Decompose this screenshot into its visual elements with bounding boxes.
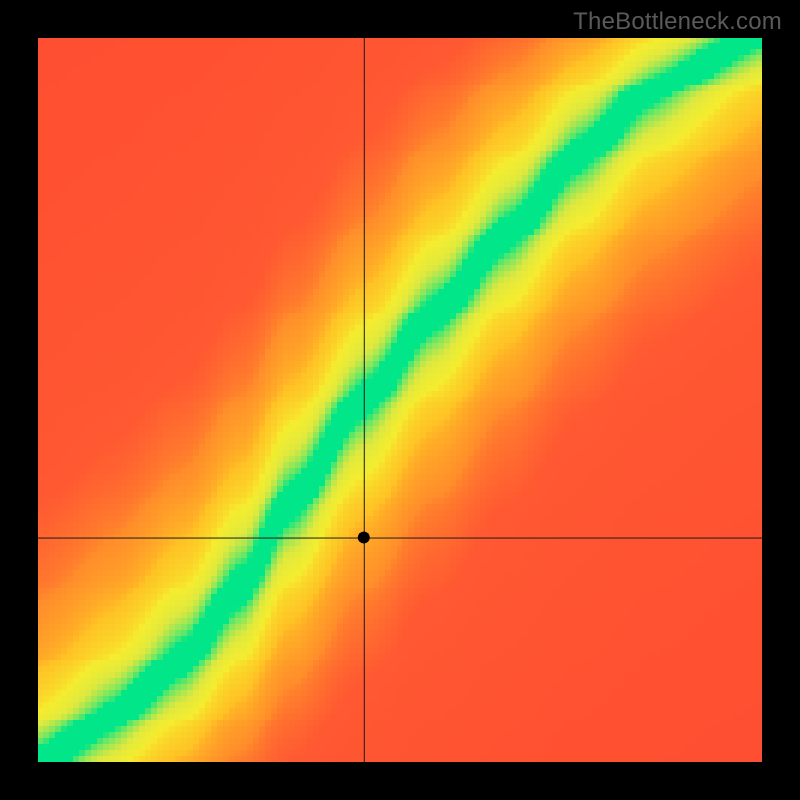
heatmap-canvas — [38, 38, 762, 762]
watermark-text: TheBottleneck.com — [573, 8, 782, 36]
plot-area — [38, 38, 762, 762]
chart-frame: TheBottleneck.com — [0, 0, 800, 800]
